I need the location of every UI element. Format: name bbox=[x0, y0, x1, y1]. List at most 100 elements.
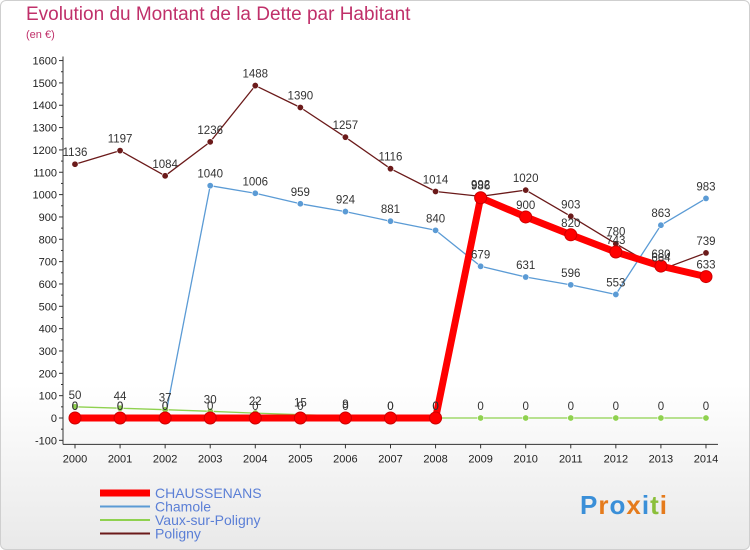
data-label-poligny: 1257 bbox=[333, 120, 359, 132]
data-point-vaux-sur-poligny bbox=[522, 414, 530, 422]
y-tick-label: 800 bbox=[39, 234, 57, 246]
data-point-vaux-sur-poligny bbox=[612, 414, 620, 422]
data-label-poligny: 664 bbox=[651, 253, 671, 265]
y-tick-label: 100 bbox=[39, 391, 57, 403]
data-point-chamole bbox=[296, 200, 304, 208]
x-tick-label: 2012 bbox=[604, 453, 628, 465]
logo-letter: t bbox=[650, 490, 660, 520]
data-label-vaux-sur-poligny: 0 bbox=[477, 401, 483, 413]
legend-label-chamole: Chamole bbox=[155, 499, 211, 515]
data-label-poligny: 1084 bbox=[152, 159, 178, 171]
data-point-vaux-sur-poligny bbox=[71, 403, 79, 411]
data-point-poligny bbox=[161, 172, 169, 180]
data-label-vaux-sur-poligny: 0 bbox=[658, 401, 664, 413]
y-tick-label: -100 bbox=[35, 435, 57, 447]
data-label-vaux-sur-poligny: 9 bbox=[342, 399, 348, 411]
y-tick-label: 1000 bbox=[33, 190, 57, 202]
data-label-chaussenans: 0 bbox=[207, 401, 213, 413]
data-label-chaussenans: 743 bbox=[606, 235, 625, 247]
data-point-vaux-sur-poligny bbox=[657, 414, 665, 422]
data-point-poligny bbox=[522, 186, 530, 194]
data-point-chamole bbox=[386, 217, 394, 225]
chart-subtitle: (en €) bbox=[26, 29, 55, 41]
x-tick-label: 2013 bbox=[649, 453, 673, 465]
data-point-poligny bbox=[206, 138, 214, 146]
legend-label-poligny: Poligny bbox=[155, 526, 201, 542]
proxiti-logo: Proxiti bbox=[580, 490, 668, 521]
chart-title: Evolution du Montant de la Dette par Hab… bbox=[26, 4, 411, 25]
y-tick-label: 1400 bbox=[33, 100, 57, 112]
data-point-poligny bbox=[251, 82, 259, 90]
data-point-chaussenans bbox=[654, 259, 668, 273]
data-label-vaux-sur-poligny: 22 bbox=[249, 396, 262, 408]
y-tick-label: 1200 bbox=[33, 145, 57, 157]
data-point-chamole bbox=[341, 208, 349, 216]
logo-letter: r bbox=[598, 490, 610, 520]
data-label-chaussenans: 0 bbox=[72, 401, 78, 413]
y-tick-label: 0 bbox=[51, 413, 57, 425]
data-label-chaussenans: 680 bbox=[651, 249, 670, 261]
y-tick-label: 200 bbox=[39, 368, 57, 380]
data-label-vaux-sur-poligny: 37 bbox=[159, 393, 172, 405]
data-point-vaux-sur-poligny bbox=[702, 414, 710, 422]
y-tick-label: 1600 bbox=[33, 56, 57, 68]
data-label-chaussenans: 0 bbox=[342, 401, 348, 413]
logo-letter: i bbox=[659, 490, 668, 520]
data-point-chamole bbox=[432, 226, 440, 234]
y-tick-label: 600 bbox=[39, 279, 57, 291]
data-point-chaussenans bbox=[519, 210, 533, 224]
data-point-chamole bbox=[477, 262, 485, 270]
logo-letter: P bbox=[580, 490, 599, 520]
data-label-poligny: 1236 bbox=[197, 125, 223, 137]
data-point-chamole bbox=[206, 182, 214, 190]
x-tick-label: 2001 bbox=[108, 453, 132, 465]
data-label-poligny: 903 bbox=[561, 199, 580, 211]
y-tick-label: 700 bbox=[39, 257, 57, 269]
x-tick-label: 2002 bbox=[153, 453, 177, 465]
data-point-poligny bbox=[567, 212, 575, 220]
data-point-vaux-sur-poligny bbox=[116, 404, 124, 412]
data-point-chamole bbox=[522, 273, 530, 281]
data-point-poligny bbox=[702, 249, 710, 257]
data-label-chaussenans: 820 bbox=[561, 218, 580, 230]
y-tick-label: 1500 bbox=[33, 78, 57, 90]
series-chaussenans bbox=[68, 191, 713, 425]
data-point-poligny bbox=[386, 165, 394, 173]
y-tick-label: 400 bbox=[39, 324, 57, 336]
data-label-chamole: 679 bbox=[471, 249, 490, 261]
x-tick-label: 2009 bbox=[468, 453, 492, 465]
data-point-chaussenans bbox=[68, 411, 82, 425]
y-tick-label: 300 bbox=[39, 346, 57, 358]
logo-letter: i bbox=[641, 490, 651, 520]
data-label-chamole: 863 bbox=[651, 208, 670, 220]
y-tick-label: 1100 bbox=[33, 167, 57, 179]
data-label-poligny: 1116 bbox=[379, 152, 403, 164]
data-label-chamole: 553 bbox=[606, 277, 625, 289]
data-point-chamole bbox=[657, 221, 665, 229]
data-point-chaussenans bbox=[429, 411, 443, 425]
legend-label-vaux-sur-poligny: Vaux-sur-Poligny bbox=[155, 512, 261, 528]
data-point-poligny bbox=[432, 187, 440, 195]
data-label-vaux-sur-poligny: 0 bbox=[387, 401, 393, 413]
data-label-chaussenans: 0 bbox=[387, 401, 393, 413]
series-chamole bbox=[71, 182, 710, 422]
data-label-chamole: 0 bbox=[117, 401, 123, 413]
logo-letter: x bbox=[626, 490, 642, 520]
data-label-poligny: 1020 bbox=[513, 173, 539, 185]
data-label-poligny: 1197 bbox=[108, 134, 133, 146]
y-tick-label: 1300 bbox=[33, 123, 57, 135]
data-point-chamole bbox=[567, 281, 575, 289]
data-point-poligny bbox=[116, 147, 124, 155]
data-label-poligny: 1488 bbox=[242, 69, 268, 81]
data-label-chaussenans: 0 bbox=[297, 401, 303, 413]
x-tick-label: 2010 bbox=[513, 453, 537, 465]
x-tick-label: 2014 bbox=[694, 453, 718, 465]
data-label-poligny: 992 bbox=[471, 179, 490, 191]
data-label-chaussenans: 0 bbox=[117, 401, 123, 413]
data-label-vaux-sur-poligny: 0 bbox=[522, 401, 528, 413]
data-label-chamole: 1006 bbox=[242, 176, 268, 188]
data-point-poligny bbox=[341, 133, 349, 141]
data-label-chamole: 840 bbox=[426, 213, 445, 225]
data-point-chaussenans bbox=[383, 411, 397, 425]
